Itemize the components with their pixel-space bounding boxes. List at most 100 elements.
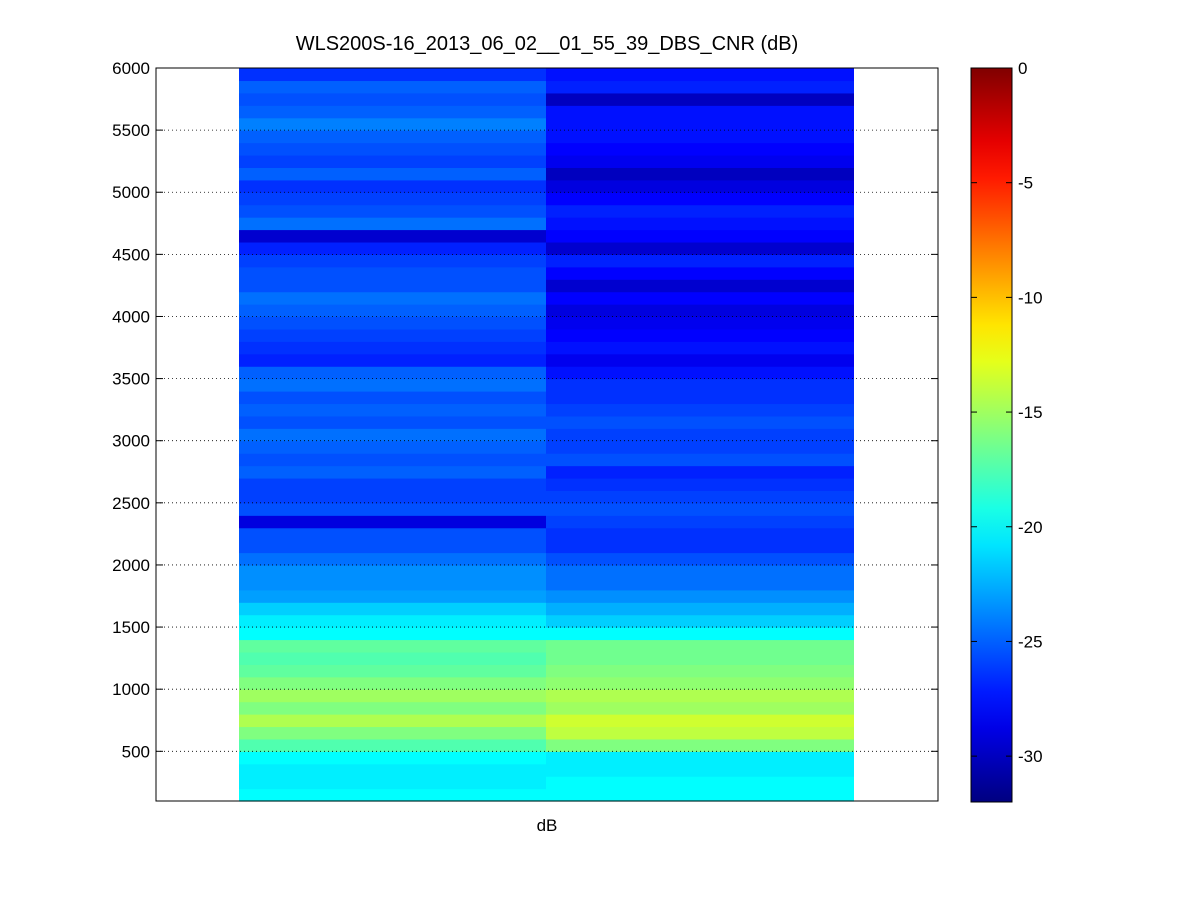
heatmap-cell — [239, 328, 546, 342]
colorbar-gradient — [971, 68, 1012, 802]
heatmap-cell — [239, 105, 546, 119]
heatmap-cell — [239, 726, 546, 740]
heatmap-cell — [239, 763, 546, 777]
heatmap-cell — [546, 477, 854, 491]
heatmap-cell — [239, 477, 546, 491]
heatmap-cell — [546, 217, 854, 231]
heatmap-cell — [239, 453, 546, 467]
heatmap-cell — [239, 366, 546, 380]
heatmap-cell — [546, 266, 854, 280]
y-tick-label: 4000 — [112, 307, 150, 326]
heatmap-cell — [546, 627, 854, 641]
heatmap-cell — [546, 304, 854, 318]
heatmap-cell — [546, 689, 854, 703]
heatmap-cell — [546, 540, 854, 554]
heatmap-cell — [239, 664, 546, 678]
heatmap-cell — [239, 440, 546, 454]
heatmap-cell — [239, 502, 546, 516]
y-tick-label: 1500 — [112, 618, 150, 637]
heatmap-cell — [546, 92, 854, 106]
heatmap-cell — [239, 229, 546, 243]
heatmap-cell — [546, 776, 854, 790]
heatmap-cell — [239, 776, 546, 790]
heatmap-cell — [546, 428, 854, 442]
heatmap-cell — [239, 602, 546, 616]
colorbar-tick-label: -30 — [1018, 747, 1043, 766]
heatmap-cell — [546, 552, 854, 566]
heatmap-cell — [546, 391, 854, 405]
heatmap-cell — [239, 304, 546, 318]
heatmap-cell — [546, 241, 854, 255]
plot-frame — [155, 67, 939, 802]
colorbar-tick-label: -10 — [1018, 288, 1043, 307]
heatmap-cell — [239, 428, 546, 442]
heatmap-cell — [546, 726, 854, 740]
heatmap-cell — [239, 279, 546, 293]
heatmap-cell — [239, 266, 546, 280]
heatmap-cell — [546, 254, 854, 268]
colorbar-tick-label: -25 — [1018, 632, 1043, 651]
heatmap-cell — [546, 192, 854, 206]
heatmap-cell — [239, 154, 546, 168]
heatmap-cell — [546, 564, 854, 578]
heatmap-cell — [546, 154, 854, 168]
heatmap-cell — [239, 788, 546, 802]
heatmap-cell — [239, 552, 546, 566]
heatmap-cell — [239, 241, 546, 255]
heatmap-cell — [546, 577, 854, 591]
colorbar-tick-label: -5 — [1018, 174, 1033, 193]
heatmap-cell — [239, 415, 546, 429]
heatmap-cell — [239, 627, 546, 641]
heatmap-cell — [239, 639, 546, 653]
heatmap-cell — [239, 651, 546, 665]
heatmap-cell — [239, 577, 546, 591]
heatmap-cell — [239, 179, 546, 193]
heatmap-cell — [546, 415, 854, 429]
heatmap-cell — [239, 689, 546, 703]
y-tick-label: 6000 — [112, 59, 150, 78]
colorbar-tick-label: -20 — [1018, 518, 1043, 537]
heatmap-cell — [546, 614, 854, 628]
y-tick-label: 5000 — [112, 183, 150, 202]
colorbar-tick-label: 0 — [1018, 59, 1027, 78]
heatmap-cell — [546, 142, 854, 156]
colorbar — [970, 67, 1013, 803]
heatmap-cell — [546, 515, 854, 529]
heatmap-cell — [239, 68, 546, 82]
heatmap-cell — [239, 564, 546, 578]
heatmap-cell — [239, 353, 546, 367]
colorbar-ticks: 0 -5 -10 -15 -20 -25 -30 — [971, 59, 1043, 766]
heatmap-cell — [546, 602, 854, 616]
heatmap-cell — [239, 540, 546, 554]
heatmap-cell — [546, 179, 854, 193]
heatmap-cell — [546, 204, 854, 218]
heatmap-cell — [239, 465, 546, 479]
heatmap-cell — [546, 328, 854, 342]
heatmap-cell — [546, 714, 854, 728]
heatmap-cell — [239, 254, 546, 268]
heatmap-cell — [546, 751, 854, 765]
heatmap-cell — [546, 316, 854, 330]
heatmap-cells — [239, 68, 854, 802]
heatmap-cell — [239, 80, 546, 94]
heatmap-cell — [546, 117, 854, 131]
heatmap-cell — [239, 204, 546, 218]
heatmap-cell — [239, 130, 546, 144]
heatmap-cell — [546, 167, 854, 181]
heatmap-cell — [546, 453, 854, 467]
heatmap-cell — [239, 316, 546, 330]
chart-title: WLS200S-16_2013_06_02__01_55_39_DBS_CNR … — [296, 33, 799, 55]
heatmap-cell — [239, 167, 546, 181]
heatmap-cell — [546, 130, 854, 144]
heatmap-cell — [546, 353, 854, 367]
heatmap-cell — [239, 738, 546, 752]
heatmap-cell — [546, 80, 854, 94]
heatmap-cell — [239, 751, 546, 765]
heatmap-cell — [546, 341, 854, 355]
heatmap-cell — [239, 515, 546, 529]
heatmap-cell — [546, 440, 854, 454]
y-tick-label: 500 — [122, 742, 150, 761]
heatmap-cell — [239, 291, 546, 305]
heatmap-cell — [239, 142, 546, 156]
heatmap-cell — [546, 763, 854, 777]
